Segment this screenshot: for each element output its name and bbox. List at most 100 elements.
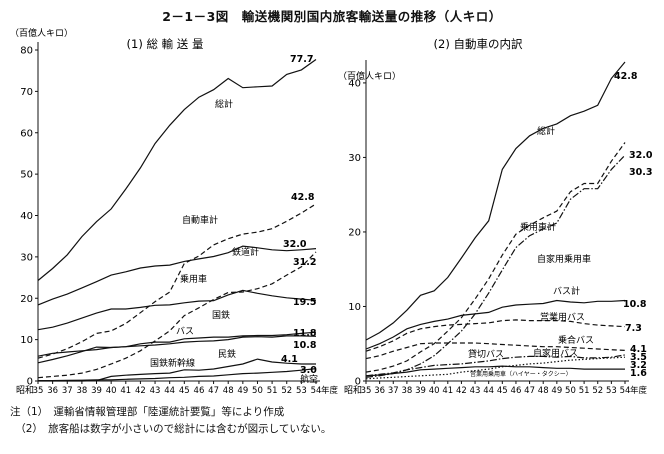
x-tick-label: 39 xyxy=(91,386,102,396)
y-tick-label: 0 xyxy=(355,377,361,388)
x-tick-label: 35 xyxy=(361,386,372,396)
x-tick-label: 52 xyxy=(281,386,292,396)
y-tick-label: 40 xyxy=(348,78,361,89)
x-axis-prefix: 昭和 xyxy=(344,385,362,396)
y-tick-label: 20 xyxy=(20,294,33,305)
notes: 注（1） 運輸省情報管理部「陸運統計要覧」等により作成 （2） 旅客船は数字が小… xyxy=(10,404,331,438)
end-value-label: 31.2 xyxy=(293,257,316,268)
series-line xyxy=(37,335,317,357)
end-value-label: 10.8 xyxy=(623,299,647,310)
end-value-label: 19.5 xyxy=(293,297,316,308)
x-tick-label: 53 xyxy=(606,386,617,396)
x-tick-label: 45 xyxy=(179,386,190,396)
series-label: 自家用バス xyxy=(533,347,578,359)
x-tick-label: 42 xyxy=(135,386,146,396)
x-tick-label: 47 xyxy=(524,386,535,396)
series-label: 乗用車計 xyxy=(520,221,556,233)
x-tick-label: 53 xyxy=(296,386,307,396)
x-tick-label: 50 xyxy=(565,386,576,396)
end-value-label: 4.1 xyxy=(281,354,298,365)
series-label: 自家用乗用車 xyxy=(537,253,591,265)
series-line xyxy=(365,356,626,380)
x-axis-suffix: 年度 xyxy=(630,385,648,396)
x-tick-label: 52 xyxy=(592,386,603,396)
x-tick-label: 44 xyxy=(483,386,494,396)
y-tick-label: 20 xyxy=(348,227,361,238)
end-value-label: 1.6 xyxy=(630,368,647,379)
series-line xyxy=(365,342,626,360)
figure-title: 2－1－3図 輸送機関別国内旅客輸送量の推移（人キロ） xyxy=(162,9,502,24)
y-axis-label: （百億人キロ） xyxy=(338,70,401,82)
x-axis-suffix: 年度 xyxy=(321,385,339,396)
series-label: 自動車計 xyxy=(182,214,218,226)
x-tick-label: 46 xyxy=(511,386,522,396)
series-line xyxy=(38,368,317,382)
series-label: 営業用乗用車（ハイヤー・タクシー） xyxy=(470,370,572,378)
x-tick-label: 46 xyxy=(194,386,205,396)
x-tick-label: 47 xyxy=(208,386,219,396)
chart-title: (1) 総 輸 送 量 xyxy=(127,37,204,51)
x-axis-prefix: 昭和 xyxy=(16,385,34,396)
x-tick-label: 41 xyxy=(442,386,453,396)
series-label: 総計 xyxy=(215,98,233,110)
end-value-label: 3.2 xyxy=(630,360,647,371)
end-value-label: 4.1 xyxy=(630,344,647,355)
x-tick-label: 49 xyxy=(237,386,248,396)
series-line xyxy=(37,289,317,331)
end-value-label: 3.0 xyxy=(300,365,317,376)
y-tick-label: 60 xyxy=(20,128,33,139)
series-line xyxy=(365,142,626,373)
x-tick-label: 54 xyxy=(311,386,322,396)
y-tick-label: 30 xyxy=(20,252,33,263)
series-line xyxy=(365,299,626,350)
x-tick-label: 40 xyxy=(429,386,440,396)
x-tick-label: 38 xyxy=(76,386,87,396)
x-tick-label: 48 xyxy=(223,386,234,396)
note-2: （2） 旅客船は数字が小さいので総計には含むが図示していない。 xyxy=(10,423,332,435)
series-line xyxy=(38,358,316,382)
x-tick-label: 42 xyxy=(456,386,467,396)
y-tick-label: 70 xyxy=(20,87,33,98)
note-1: 注（1） 運輸省情報管理部「陸運統計要覧」等により作成 xyxy=(10,406,285,418)
x-tick-label: 51 xyxy=(267,386,278,396)
end-value-label: 11.8 xyxy=(293,328,317,339)
series-label: 民鉄 xyxy=(218,348,236,360)
x-tick-label: 37 xyxy=(388,386,399,396)
end-value-label: 30.3 xyxy=(629,167,652,178)
x-tick-label: 40 xyxy=(106,386,117,396)
series-line xyxy=(365,365,625,377)
end-value-label: 32.0 xyxy=(629,150,653,161)
x-tick-label: 43 xyxy=(150,386,161,396)
series-line xyxy=(365,354,626,377)
series-label: 航空 xyxy=(300,373,318,385)
series-label: 乗用車 xyxy=(180,273,207,285)
x-tick-label: 37 xyxy=(62,386,73,396)
x-tick-label: 41 xyxy=(120,386,131,396)
y-tick-label: 80 xyxy=(20,46,33,57)
series-line xyxy=(365,154,626,378)
series-label: 総計 xyxy=(537,125,555,137)
series-label: バス計 xyxy=(553,285,580,297)
end-value-label: 42.8 xyxy=(291,192,315,203)
end-value-label: 3.5 xyxy=(630,352,647,363)
x-tick-label: 45 xyxy=(497,386,508,396)
x-tick-label: 51 xyxy=(579,386,590,396)
x-tick-label: 38 xyxy=(401,386,412,396)
x-tick-label: 54 xyxy=(620,386,631,396)
series-line xyxy=(37,251,317,379)
x-tick-label: 50 xyxy=(252,386,263,396)
x-tick-label: 35 xyxy=(33,386,44,396)
end-value-label: 10.8 xyxy=(293,340,317,351)
series-label: バス xyxy=(176,326,194,337)
y-tick-label: 10 xyxy=(20,335,33,346)
y-tick-label: 30 xyxy=(348,153,361,164)
series-line xyxy=(365,61,626,341)
series-line xyxy=(37,203,317,359)
series-label: 国鉄新幹線 xyxy=(150,357,195,369)
end-value-label: 77.7 xyxy=(290,54,313,65)
x-tick-label: 44 xyxy=(164,386,175,396)
series-label: 国鉄 xyxy=(212,309,230,321)
series-line xyxy=(37,59,317,281)
series-label: 鉄道計 xyxy=(232,246,259,258)
